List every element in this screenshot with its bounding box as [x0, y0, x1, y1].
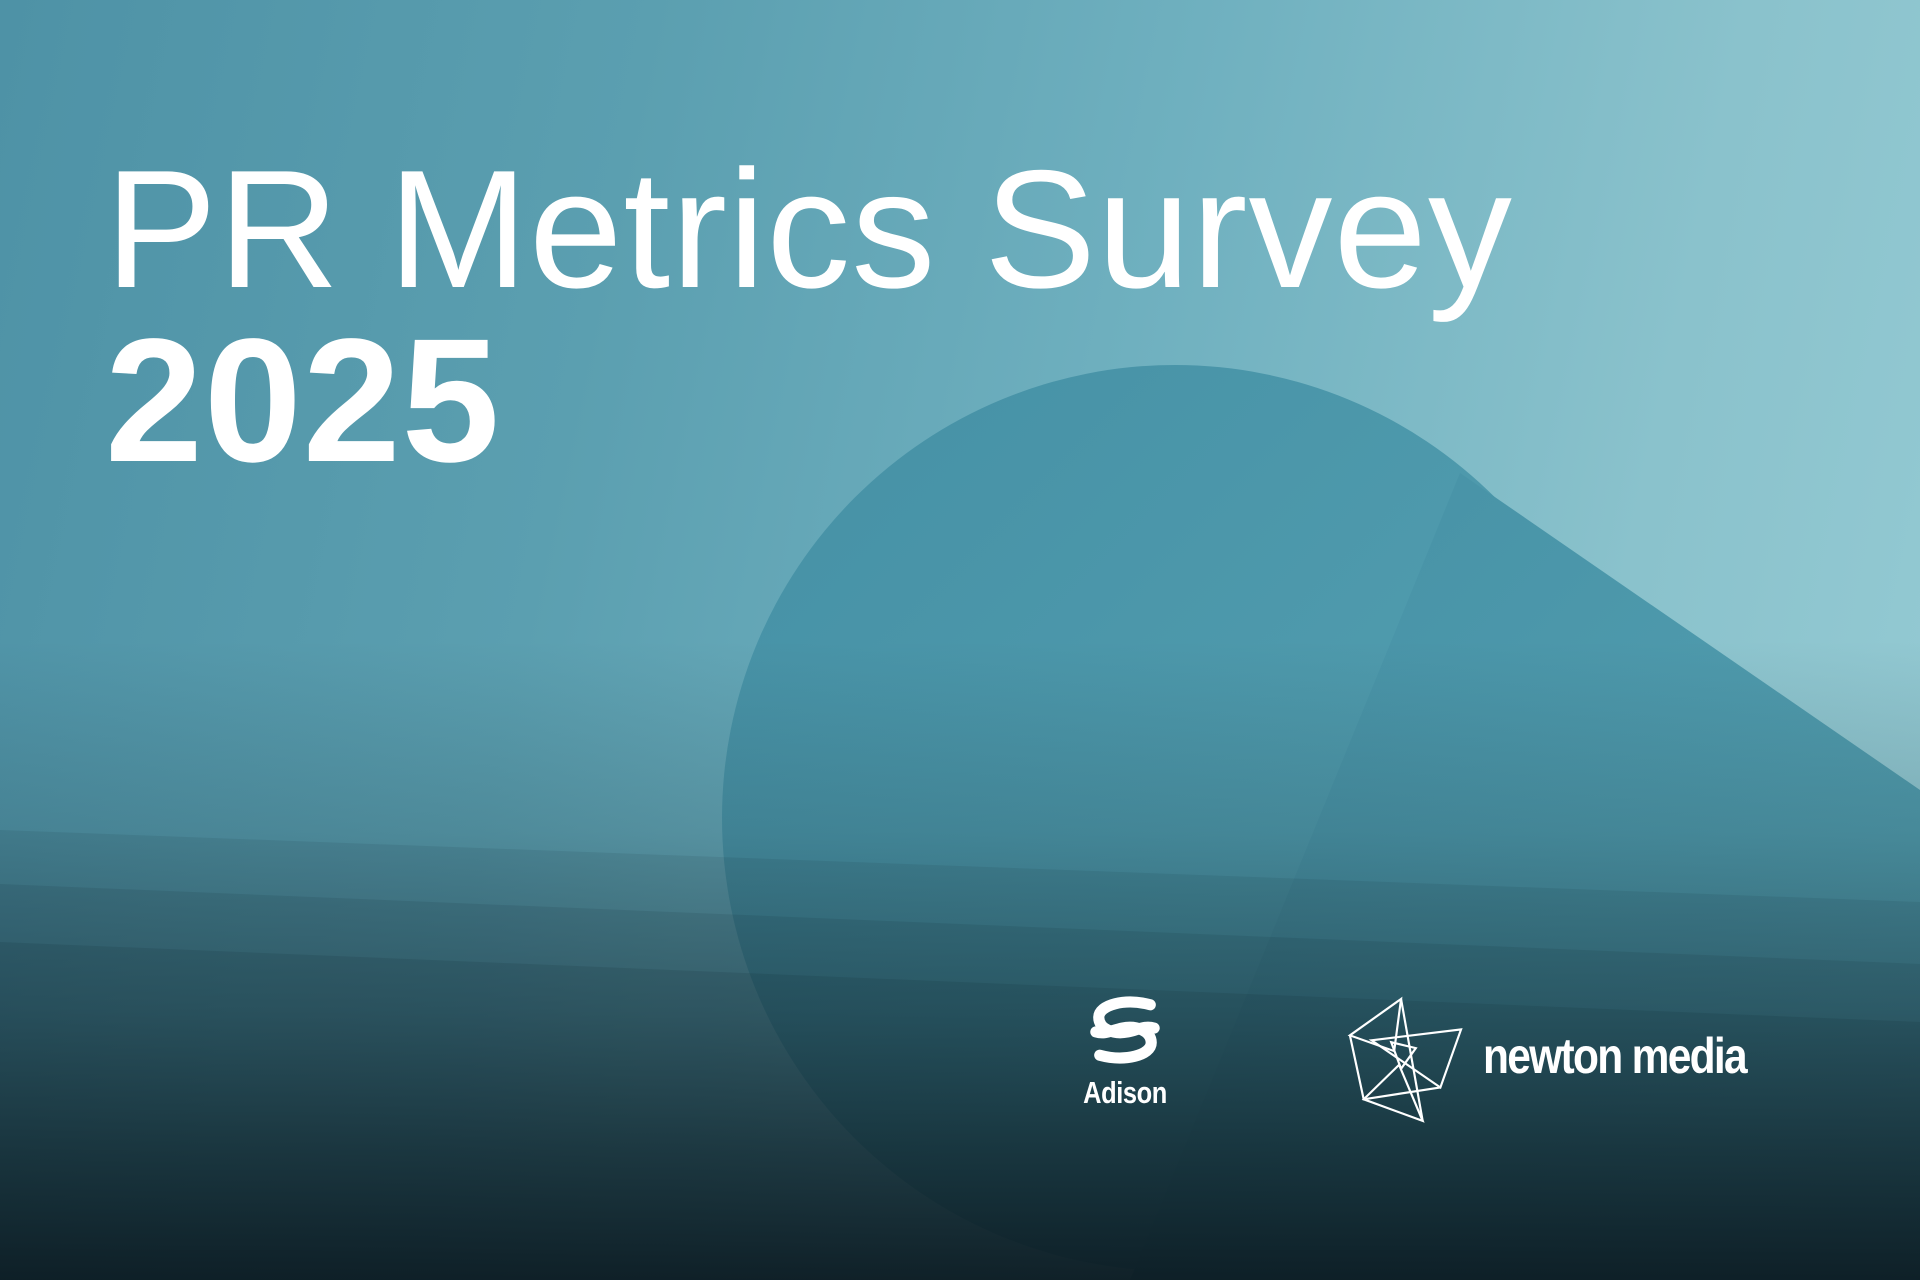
adison-logo-icon — [1090, 996, 1160, 1064]
adison-logo-label: Adison — [1083, 1075, 1167, 1110]
title-block: PR Metrics Survey 2025 — [105, 145, 1513, 489]
page-title-year: 2025 — [105, 303, 501, 499]
newton-media-logo: newton media — [1345, 988, 1792, 1124]
adison-logo: Adison — [1050, 996, 1200, 1111]
page-title: PR Metrics Survey — [105, 135, 1513, 323]
newton-media-logo-label: newton media — [1483, 1028, 1748, 1084]
newton-media-logo-icon — [1347, 996, 1463, 1123]
